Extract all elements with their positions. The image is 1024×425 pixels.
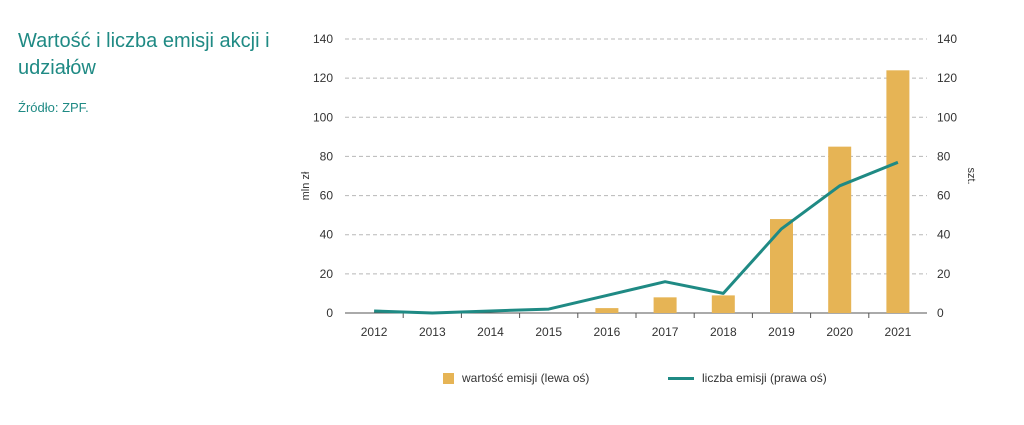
right-tick-label: 120 — [937, 71, 957, 85]
bar — [653, 297, 677, 313]
bar — [886, 70, 910, 313]
left-tick-label: 60 — [320, 189, 334, 203]
x-tick-label: 2016 — [594, 325, 621, 339]
chart-title: Wartość i liczba emisji akcji i udziałów — [18, 30, 270, 79]
legend-line-swatch — [668, 376, 694, 380]
left-tick-label: 80 — [320, 149, 334, 163]
left-axis-title: mln zł — [300, 171, 312, 200]
right-axis-title: szt. — [965, 167, 977, 184]
legend-line-label: liczba emisji (prawa oś) — [702, 371, 827, 385]
right-tick-label: 40 — [937, 228, 951, 242]
left-tick-label: 40 — [320, 228, 334, 242]
bar — [711, 295, 735, 313]
legend-bar-label: wartość emisji (lewa oś) — [462, 371, 590, 385]
bar — [770, 219, 793, 313]
legend-item-line: liczba emisji (prawa oś) — [668, 371, 827, 385]
x-tick-label: 2018 — [710, 325, 737, 339]
left-tick-label: 0 — [326, 306, 333, 320]
right-tick-label: 60 — [937, 189, 951, 203]
source-note: Źródło: ZPF. — [18, 100, 89, 115]
legend-item-bars: wartość emisji (lewa oś) — [443, 371, 589, 385]
x-tick-label: 2017 — [652, 325, 679, 339]
x-tick-label: 2012 — [361, 325, 388, 339]
x-tick-label: 2020 — [826, 325, 853, 339]
left-tick-label: 120 — [313, 71, 333, 85]
right-tick-label: 0 — [937, 306, 944, 320]
x-tick-label: 2014 — [477, 325, 504, 339]
right-tick-label: 100 — [937, 110, 957, 124]
x-tick-label: 2019 — [768, 325, 795, 339]
x-tick-label: 2013 — [419, 325, 446, 339]
left-tick-label: 140 — [313, 32, 333, 46]
right-tick-label: 80 — [937, 149, 951, 163]
right-axis-ticks: 0 20 40 60 80 100 120 140 — [937, 32, 957, 320]
x-tick-label: 2021 — [885, 325, 912, 339]
left-axis-ticks: 0 20 40 60 80 100 120 140 — [313, 32, 333, 320]
right-tick-label: 140 — [937, 32, 957, 46]
legend-bar-swatch — [443, 372, 454, 384]
left-tick-label: 100 — [313, 110, 333, 124]
line-series — [374, 160, 899, 315]
bar-series — [595, 70, 910, 313]
bar — [595, 308, 619, 313]
left-tick-label: 20 — [320, 267, 334, 281]
right-tick-label: 20 — [937, 267, 951, 281]
bar — [828, 146, 852, 313]
x-axis-ticks: 2012 2013 2014 2015 2016 2017 2018 2019 2020 2021 — [361, 313, 912, 339]
x-tick-label: 2015 — [535, 325, 562, 339]
